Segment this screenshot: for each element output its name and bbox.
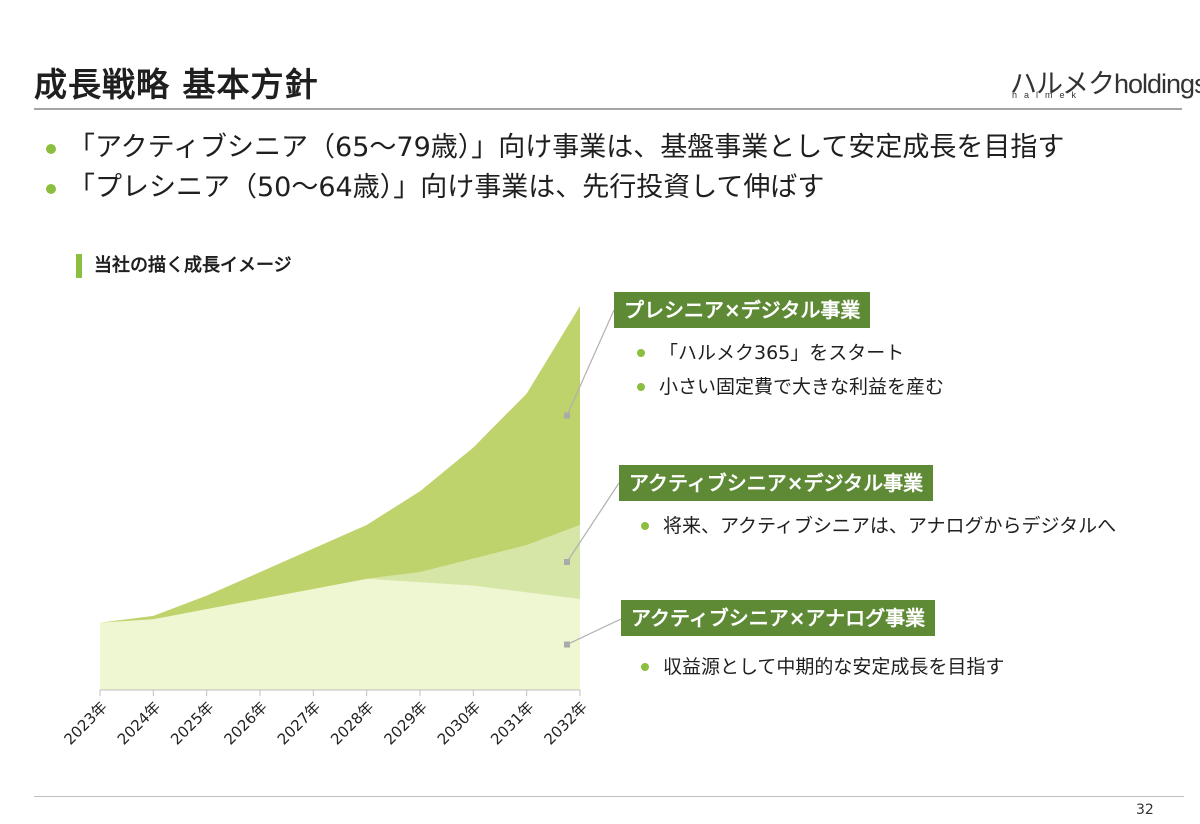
panel-bullet-text: 収益源として中期的な安定成長を目指す [663,656,1005,678]
summary-bullet: 「アクティブシニア（65～79歳）」向け事業は、基盤事業として安定成長を目指す [46,128,1064,168]
chart-areas [100,306,580,690]
callout-line [566,618,622,646]
summary-bullet-text: 「アクティブシニア（65～79歳）」向け事業は、基盤事業として安定成長を目指す [68,132,1065,163]
x-tick-label: 2026年 [220,698,270,748]
page-title: 成長戦略 基本方針 [34,65,319,104]
panel-bullet-text: 「ハルメク365」をスタート [659,342,905,364]
x-tick-label: 2029年 [380,698,430,748]
panel-bullet: 収益源として中期的な安定成長を目指す [641,654,1004,680]
x-axis: 2023年 2024年 2025年 2026年 2027年 2028年 2029年 2030年… [60,689,591,748]
logo-wordmark: ハルメクholdings [1010,69,1200,99]
callout-line [566,482,620,563]
summary-bullet-text: 「プレシニア（50～64歳）」向け事業は、先行投資して伸ばす [68,172,825,203]
bullet-dot-icon [46,144,56,154]
panel-label-active-analog: アクティブシニア×アナログ事業 [621,600,936,636]
summary-bullets: 「アクティブシニア（65～79歳）」向け事業は、基盤事業として安定成長を目指す … [46,128,1064,208]
panel-bullet: 小さい固定費で大きな利益を産む [637,374,944,400]
bullet-dot-icon [641,522,649,530]
panel-bullet-text: 小さい固定費で大きな利益を産む [659,376,945,398]
area-series-1 [100,524,580,623]
panel-label-presenior-digital: プレシニア×デジタル事業 [614,292,871,328]
area-series-2 [100,306,580,623]
page-number: 32 [1136,802,1154,818]
x-tick-label: 2025年 [167,698,217,748]
area-series-0 [100,578,580,690]
summary-bullet: 「プレシニア（50～64歳）」向け事業は、先行投資して伸ばす [46,168,1064,208]
x-tick-label: 2031年 [487,698,537,748]
logo-subtext: halmek [1012,90,1084,100]
x-tick-label: 2024年 [114,698,164,748]
x-tick-label: 2027年 [274,698,324,748]
x-tick-label: 2030年 [434,698,484,748]
title-divider [34,108,1182,110]
callout-line [566,309,615,416]
panel-bullet: 「ハルメク365」をスタート [637,340,904,366]
bullet-dot-icon [641,663,649,671]
footer-divider [34,796,1184,797]
callout-lines [564,309,622,648]
panel-label-active-digital: アクティブシニア×デジタル事業 [619,465,934,501]
bullet-dot-icon [637,349,645,357]
x-tick-label: 2032年 [540,698,590,748]
company-logo: ハルメクholdings halmek [1010,62,1200,102]
panel-bullet: 将来、アクティブシニアは、アナログからデジタルへ [641,513,1116,539]
panel-bullet-text: 将来、アクティブシニアは、アナログからデジタルへ [663,515,1117,537]
x-tick-label: 2023年 [60,698,110,748]
x-tick-label: 2028年 [327,698,377,748]
section-title: 当社の描く成長イメージ [76,254,292,278]
bullet-dot-icon [46,184,56,194]
bullet-dot-icon [637,383,645,391]
